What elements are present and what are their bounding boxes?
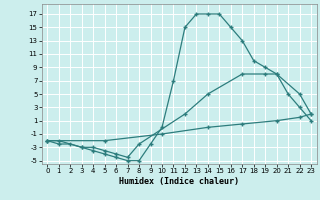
- X-axis label: Humidex (Indice chaleur): Humidex (Indice chaleur): [119, 177, 239, 186]
